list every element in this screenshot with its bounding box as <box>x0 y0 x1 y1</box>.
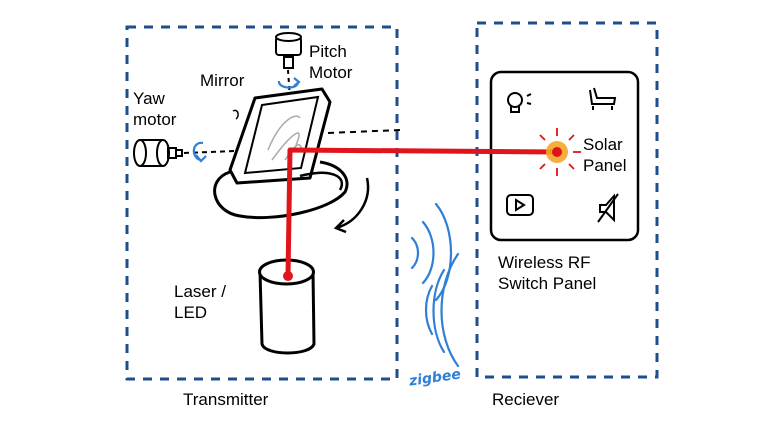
speaker-icon <box>597 193 619 223</box>
receiver-label: Reciever <box>492 390 560 409</box>
switch-panel-outline <box>489 70 640 242</box>
bathtub-icon <box>589 87 617 110</box>
transmitter-box <box>125 25 399 381</box>
laser-led-label-line1: Laser / <box>174 282 226 301</box>
transmitter-label: Transmitter <box>183 390 269 409</box>
solar-panel-label-line1: Solar <box>583 135 623 154</box>
yaw-motor-label-line1: Yaw <box>133 89 165 108</box>
yaw-rotation-arrow <box>192 141 207 163</box>
laser-led-label: Laser / LED <box>174 281 226 323</box>
yaw-motor-label: Yaw motor <box>133 88 176 130</box>
switch-panel-label-line1: Wireless RF <box>498 253 591 272</box>
solar-panel-label: Solar Panel <box>583 134 626 176</box>
media-player-icon <box>506 194 534 216</box>
laser-led-label-line2: LED <box>174 303 208 322</box>
receiver-box <box>475 21 659 379</box>
yaw-motor-label-line2: motor <box>133 110 177 129</box>
pitch-motor-label-line1: Pitch <box>309 42 347 61</box>
bulb-icon <box>507 92 532 113</box>
laser-beam <box>285 147 558 277</box>
wireless-signal-waves <box>410 202 460 368</box>
pitch-motor <box>275 32 302 100</box>
solar-target <box>533 128 581 176</box>
switch-panel-label-line2: Switch Panel <box>498 274 597 293</box>
pitch-rotation-arrow <box>277 77 301 89</box>
mirror <box>228 87 332 185</box>
pitch-motor-label-line2: Motor <box>309 63 353 82</box>
mirror-label: Mirror <box>200 71 245 90</box>
pitch-motor-label: Pitch Motor <box>309 41 352 83</box>
yaw-motor <box>133 139 236 167</box>
switch-panel-label: Wireless RF Switch Panel <box>498 252 596 294</box>
laser-emitter-dot <box>283 271 293 281</box>
solar-panel-label-line2: Panel <box>583 156 627 175</box>
